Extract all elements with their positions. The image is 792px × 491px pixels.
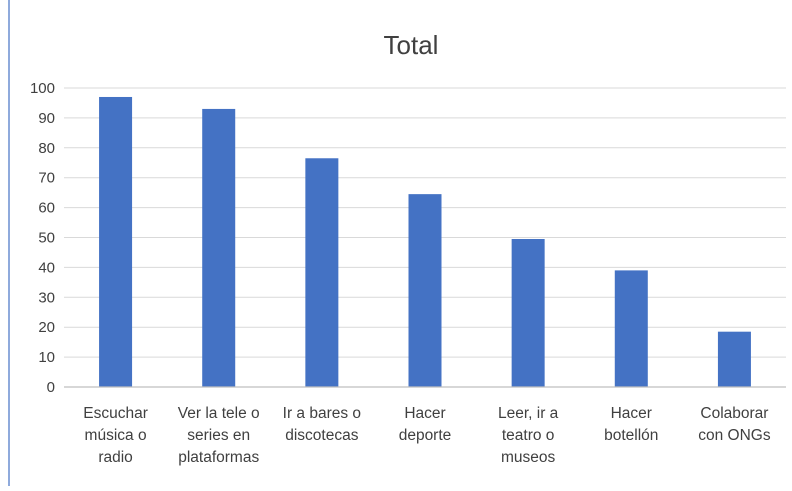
bar <box>717 331 751 387</box>
category-label: museos <box>501 449 556 466</box>
y-tick-label: 80 <box>38 140 55 157</box>
category-label: Colaborar <box>700 405 768 422</box>
y-tick-label: 20 <box>38 319 55 336</box>
category-labels: Escuchar música o radio Ver la tele o series… <box>83 405 771 466</box>
bar <box>614 270 648 387</box>
y-tick-label: 40 <box>38 259 55 276</box>
y-axis-ticks: 0 10 20 30 40 50 60 70 80 90 100 <box>30 80 55 396</box>
category-label: música o <box>85 427 147 444</box>
chart-title: Total <box>384 30 439 60</box>
y-tick-label: 70 <box>38 170 55 187</box>
y-tick-label: 100 <box>30 80 55 97</box>
category-label: series en <box>187 427 250 444</box>
y-tick-label: 60 <box>38 200 55 217</box>
bar <box>511 238 545 387</box>
y-tick-label: 30 <box>38 289 55 306</box>
bars <box>99 96 751 388</box>
category-label: radio <box>98 449 132 466</box>
category-label: plataformas <box>178 449 259 466</box>
category-label: Ver la tele o <box>178 405 260 422</box>
category-label: Escuchar <box>83 405 148 422</box>
y-tick-label: 50 <box>38 230 55 247</box>
category-label: teatro o <box>502 427 555 444</box>
bar <box>305 158 339 387</box>
category-label: Ir a bares o <box>283 405 361 422</box>
category-label: discotecas <box>285 427 358 444</box>
category-label: botellón <box>604 427 658 444</box>
y-tick-label: 0 <box>47 379 55 396</box>
left-border <box>8 0 10 486</box>
bar <box>99 96 133 387</box>
category-label: deporte <box>399 427 452 444</box>
category-label: Leer, ir a <box>498 405 559 422</box>
category-label: con ONGs <box>698 427 771 444</box>
y-tick-label: 90 <box>38 110 55 127</box>
category-label: Hacer <box>611 405 652 422</box>
bar <box>202 108 236 388</box>
y-tick-label: 10 <box>38 349 55 366</box>
category-label: Hacer <box>404 405 445 422</box>
bar <box>408 194 442 387</box>
